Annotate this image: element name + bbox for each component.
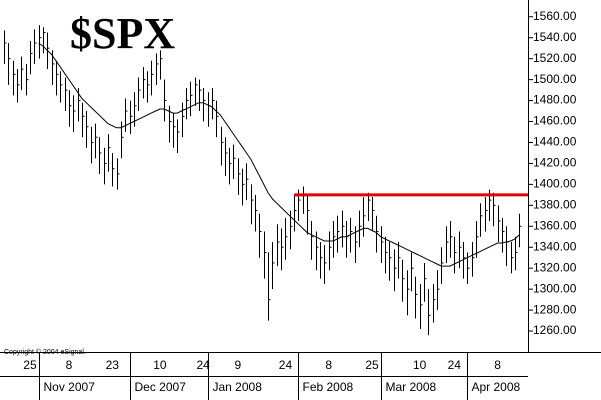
chart-title: $SPX (70, 9, 175, 58)
y-tick-label: 1420.00 (533, 156, 577, 170)
x-tick-label: 10 (413, 358, 427, 372)
y-tick-label: 1520.00 (533, 51, 577, 65)
x-tick-label: 25 (365, 358, 379, 372)
y-tick-label: 1280.00 (533, 302, 577, 316)
x-tick-label: 10 (153, 358, 167, 372)
y-tick-label: 1500.00 (533, 72, 577, 86)
y-tick-label: 1300.00 (533, 281, 577, 295)
x-tick-label: 8 (494, 358, 501, 372)
y-tick-label: 1460.00 (533, 114, 577, 128)
x-tick-label: 8 (325, 358, 332, 372)
copyright: Copyright © 2004 eSignal. (4, 348, 86, 356)
y-tick-label: 1540.00 (533, 30, 577, 44)
x-tick-label: 24 (448, 358, 462, 372)
moving-average (38, 42, 520, 267)
x-tick-label: 8 (66, 358, 73, 372)
y-tick-label: 1260.00 (533, 323, 577, 337)
x-tick-label: 23 (106, 358, 120, 372)
y-tick-label: 1440.00 (533, 135, 577, 149)
y-tick-label: 1340.00 (533, 239, 577, 253)
y-tick-label: 1360.00 (533, 218, 577, 232)
x-tick-label: 25 (23, 358, 37, 372)
y-tick-label: 1480.00 (533, 93, 577, 107)
month-label: Dec 2007 (135, 380, 187, 394)
x-tick-label: 9 (234, 358, 241, 372)
y-tick-label: 1560.00 (533, 9, 577, 23)
y-tick-label: 1380.00 (533, 198, 577, 212)
month-label: Feb 2008 (303, 380, 354, 394)
y-tick-label: 1320.00 (533, 260, 577, 274)
month-label: Jan 2008 (213, 380, 263, 394)
month-label: Mar 2008 (386, 380, 437, 394)
month-label: Apr 2008 (472, 380, 521, 394)
y-tick-label: 1400.00 (533, 177, 577, 191)
x-tick-label: 24 (197, 358, 211, 372)
month-label: Nov 2007 (44, 380, 96, 394)
x-tick-label: 24 (279, 358, 293, 372)
